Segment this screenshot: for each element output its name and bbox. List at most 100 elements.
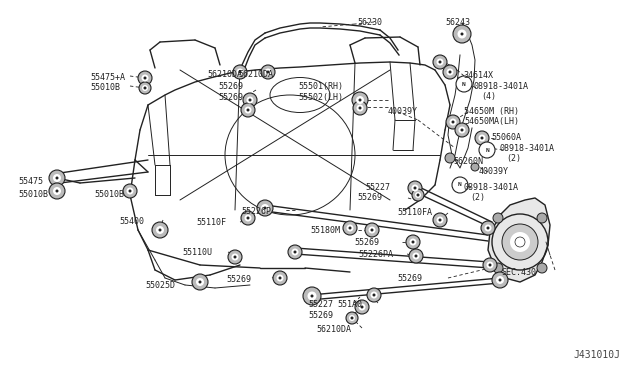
Circle shape <box>353 101 367 115</box>
Circle shape <box>449 119 456 125</box>
Circle shape <box>371 228 374 231</box>
Circle shape <box>56 189 58 192</box>
Text: 08918-3401A: 08918-3401A <box>464 183 519 192</box>
Circle shape <box>433 213 447 227</box>
Text: 55010B: 55010B <box>90 83 120 92</box>
Circle shape <box>143 87 147 90</box>
Circle shape <box>471 163 479 171</box>
Circle shape <box>49 170 65 186</box>
Text: N: N <box>458 183 462 187</box>
Circle shape <box>239 71 241 74</box>
Circle shape <box>159 228 161 231</box>
Circle shape <box>246 217 250 219</box>
Circle shape <box>443 65 457 79</box>
Circle shape <box>356 105 364 112</box>
Text: 54650MA(LH): 54650MA(LH) <box>464 117 519 126</box>
Circle shape <box>246 109 250 112</box>
Circle shape <box>458 29 467 38</box>
Circle shape <box>481 137 483 140</box>
Circle shape <box>458 126 465 134</box>
Text: 55110FA: 55110FA <box>397 208 432 217</box>
Circle shape <box>278 276 282 279</box>
Circle shape <box>417 193 419 196</box>
Circle shape <box>228 250 242 264</box>
Text: 55110U: 55110U <box>182 248 212 257</box>
Circle shape <box>537 213 547 223</box>
Circle shape <box>372 294 376 296</box>
Circle shape <box>243 93 257 107</box>
Circle shape <box>261 204 269 212</box>
Circle shape <box>234 256 237 259</box>
Circle shape <box>436 58 444 65</box>
Circle shape <box>484 224 492 231</box>
Text: 56230: 56230 <box>357 18 382 27</box>
Circle shape <box>537 263 547 273</box>
Circle shape <box>143 77 147 80</box>
Circle shape <box>356 96 364 104</box>
Circle shape <box>481 221 495 235</box>
Circle shape <box>510 232 530 252</box>
Text: 55269: 55269 <box>218 93 243 102</box>
Text: 55025D: 55025D <box>145 281 175 290</box>
Circle shape <box>502 224 538 260</box>
Text: 54650M (RH): 54650M (RH) <box>464 107 519 116</box>
Circle shape <box>241 211 255 225</box>
Circle shape <box>371 292 378 298</box>
Circle shape <box>355 300 369 314</box>
Circle shape <box>412 185 419 192</box>
Text: 551A0: 551A0 <box>337 300 362 309</box>
Circle shape <box>415 192 421 198</box>
Text: 56210DA: 56210DA <box>316 325 351 334</box>
Text: J431010J: J431010J <box>573 350 620 360</box>
Text: 55010B: 55010B <box>94 190 124 199</box>
Circle shape <box>413 253 419 260</box>
Circle shape <box>461 32 463 35</box>
Circle shape <box>246 96 253 103</box>
Circle shape <box>264 206 266 209</box>
Text: 55227: 55227 <box>308 300 333 309</box>
Circle shape <box>127 187 134 195</box>
Circle shape <box>237 68 243 76</box>
Circle shape <box>307 292 317 301</box>
Circle shape <box>499 279 502 282</box>
Circle shape <box>192 274 208 290</box>
Circle shape <box>303 287 321 305</box>
Circle shape <box>451 121 454 124</box>
Circle shape <box>367 288 381 302</box>
Circle shape <box>415 254 417 257</box>
Circle shape <box>408 181 422 195</box>
Text: 55180M: 55180M <box>310 226 340 235</box>
Circle shape <box>410 238 417 246</box>
Circle shape <box>257 200 273 216</box>
Circle shape <box>232 253 239 260</box>
Circle shape <box>276 275 284 282</box>
Circle shape <box>49 183 65 199</box>
Text: SEC.430: SEC.430 <box>501 268 536 277</box>
Circle shape <box>241 103 255 117</box>
Text: 55502(LH): 55502(LH) <box>298 93 343 102</box>
Circle shape <box>496 276 504 284</box>
Text: 55269: 55269 <box>308 311 333 320</box>
Text: 56210DA: 56210DA <box>207 70 242 79</box>
Text: 55226PA: 55226PA <box>358 250 393 259</box>
Circle shape <box>142 85 148 91</box>
Circle shape <box>412 241 415 244</box>
Text: 55269: 55269 <box>397 274 422 283</box>
Circle shape <box>358 304 365 311</box>
Text: 55269: 55269 <box>218 82 243 91</box>
Text: N: N <box>462 81 466 87</box>
Circle shape <box>349 315 355 321</box>
Circle shape <box>349 227 351 230</box>
Circle shape <box>266 71 269 74</box>
Circle shape <box>261 65 275 79</box>
Circle shape <box>492 272 508 288</box>
Text: 55010B: 55010B <box>18 190 48 199</box>
Text: 55475: 55475 <box>18 177 43 186</box>
Circle shape <box>360 305 364 308</box>
Circle shape <box>409 249 423 263</box>
Circle shape <box>445 153 455 163</box>
Text: 55226P: 55226P <box>241 207 271 216</box>
Text: N: N <box>485 148 489 153</box>
Circle shape <box>129 189 131 192</box>
Circle shape <box>351 317 353 320</box>
